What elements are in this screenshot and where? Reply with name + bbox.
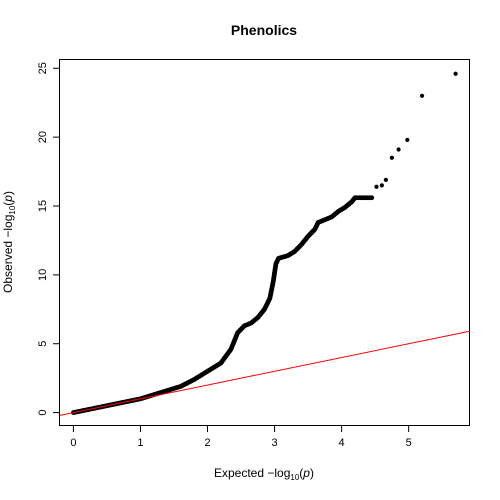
x-tick-label: 3	[271, 437, 277, 449]
y-axis-title-close-paren: )	[1, 191, 15, 195]
reference-line	[59, 330, 470, 416]
qq-point-outlier	[396, 147, 401, 152]
y-tick-label: 5	[37, 341, 49, 347]
x-tick-label: 5	[406, 437, 412, 449]
y-axis-title-open-paren: (	[1, 202, 15, 206]
x-axis-title-subscript: 10	[290, 473, 299, 482]
qq-point-outlier	[405, 137, 410, 142]
y-tick-label: 25	[37, 62, 49, 74]
qq-point-outlier	[453, 71, 458, 76]
x-axis-title-prefix: Expected −log	[214, 466, 290, 480]
y-tick-label: 15	[37, 200, 49, 212]
y-axis: 0 5 10 15 20 25	[37, 62, 60, 416]
y-tick-label: 20	[37, 131, 49, 143]
qq-point-outlier	[419, 93, 425, 98]
y-axis-title: Observed −log10(p)	[1, 191, 17, 293]
y-axis-title-variable: p	[1, 195, 15, 203]
x-tick-label: 4	[339, 437, 345, 449]
chart-title: Phenolics	[231, 22, 297, 38]
qq-point-outlier	[379, 183, 384, 188]
qq-point	[369, 195, 375, 201]
x-tick-label: 1	[137, 437, 143, 449]
x-axis-title-open-paren: (	[299, 466, 303, 480]
qq-point-outlier	[374, 184, 379, 189]
qq-point-outlier	[389, 155, 394, 160]
qq-point-outlier	[383, 177, 388, 182]
plot-frame	[59, 59, 470, 426]
x-axis-title-variable: p	[302, 466, 310, 480]
y-tick-label: 0	[37, 410, 49, 416]
x-axis-title: Expected −log10(p)	[214, 466, 314, 482]
x-tick-label: 0	[70, 437, 76, 449]
y-axis-title-prefix: Observed −log	[1, 215, 15, 293]
x-axis-title-close-paren: )	[310, 466, 314, 480]
y-axis-title-subscript: 10	[8, 205, 17, 214]
x-tick-label: 2	[204, 437, 210, 449]
data-points	[71, 71, 458, 416]
x-axis: 0 1 2 3 4 5	[70, 425, 412, 449]
y-tick-label: 10	[37, 269, 49, 281]
